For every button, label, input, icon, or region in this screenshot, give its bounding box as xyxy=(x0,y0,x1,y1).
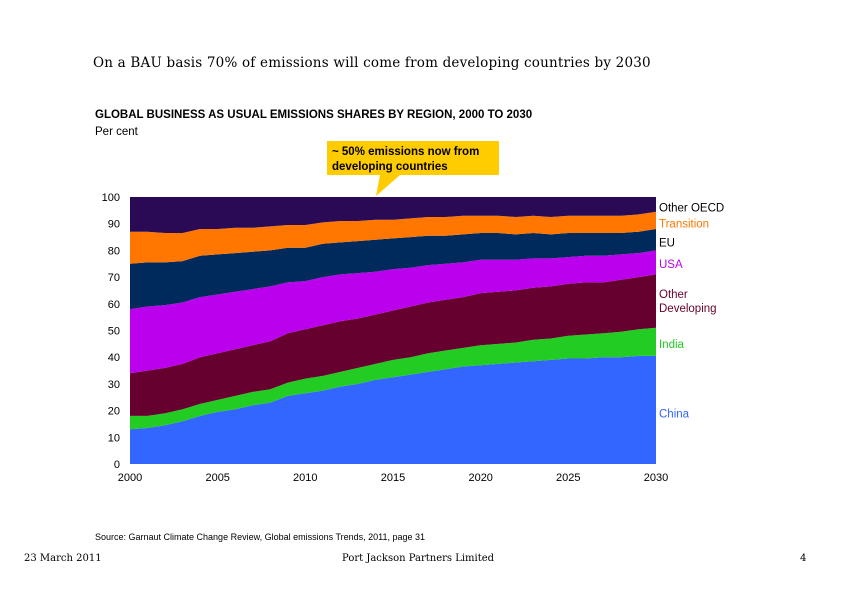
x-tick-label: 2000 xyxy=(118,472,142,484)
x-tick-label: 2010 xyxy=(293,472,317,484)
y-tick-label: 70 xyxy=(108,272,120,284)
y-tick-label: 20 xyxy=(108,406,120,418)
y-tick-label: 60 xyxy=(108,299,120,311)
callout-pointer xyxy=(376,175,400,196)
chart-subtitle: Per cent xyxy=(95,126,138,138)
series-label-transition: Transition xyxy=(659,219,709,231)
area-india xyxy=(130,327,656,430)
y-tick-label: 80 xyxy=(108,245,120,257)
callout-box xyxy=(327,141,499,175)
area-eu xyxy=(130,229,656,310)
footer-page-number: 4 xyxy=(800,553,807,564)
x-tick-label: 2005 xyxy=(205,472,229,484)
x-tick-label: 2020 xyxy=(468,472,492,484)
callout-line-2: developing countries xyxy=(332,161,448,173)
series-label-other-oecd: Other OECD xyxy=(659,203,724,215)
chart-title: GLOBAL BUSINESS AS USUAL EMISSIONS SHARE… xyxy=(95,109,533,121)
area-china xyxy=(130,355,656,464)
slide-headline: On a BAU basis 70% of emissions will com… xyxy=(93,55,651,71)
x-tick-label: 2030 xyxy=(644,472,668,484)
series-label-china: China xyxy=(659,408,690,420)
area-other-oecd xyxy=(130,197,656,233)
footer-date: 23 March 2011 xyxy=(24,553,102,564)
source-note: Source: Garnaut Climate Change Review, G… xyxy=(95,532,426,542)
y-tick-label: 10 xyxy=(108,432,120,444)
callout-line-1: ~ 50% emissions now from xyxy=(332,146,480,158)
y-tick-label: 50 xyxy=(108,326,120,338)
area-usa xyxy=(130,250,656,374)
series-label-eu: EU xyxy=(659,237,675,249)
y-tick-label: 90 xyxy=(108,219,120,231)
series-label-usa: USA xyxy=(659,259,683,271)
callout-text: ~ 50% emissions now from developing coun… xyxy=(332,145,479,175)
y-tick-label: 100 xyxy=(102,192,120,204)
y-tick-label: 30 xyxy=(108,379,120,391)
footer-company: Port Jackson Partners Limited xyxy=(342,553,495,564)
y-tick-label: 40 xyxy=(108,352,120,364)
area-transition xyxy=(130,211,656,264)
y-tick-label: 0 xyxy=(114,459,120,471)
series-label-other-developing: Other Developing xyxy=(659,289,717,315)
x-tick-label: 2025 xyxy=(556,472,580,484)
area-other-developing xyxy=(130,274,656,416)
x-tick-label: 2015 xyxy=(381,472,405,484)
series-label-india: India xyxy=(659,339,685,351)
